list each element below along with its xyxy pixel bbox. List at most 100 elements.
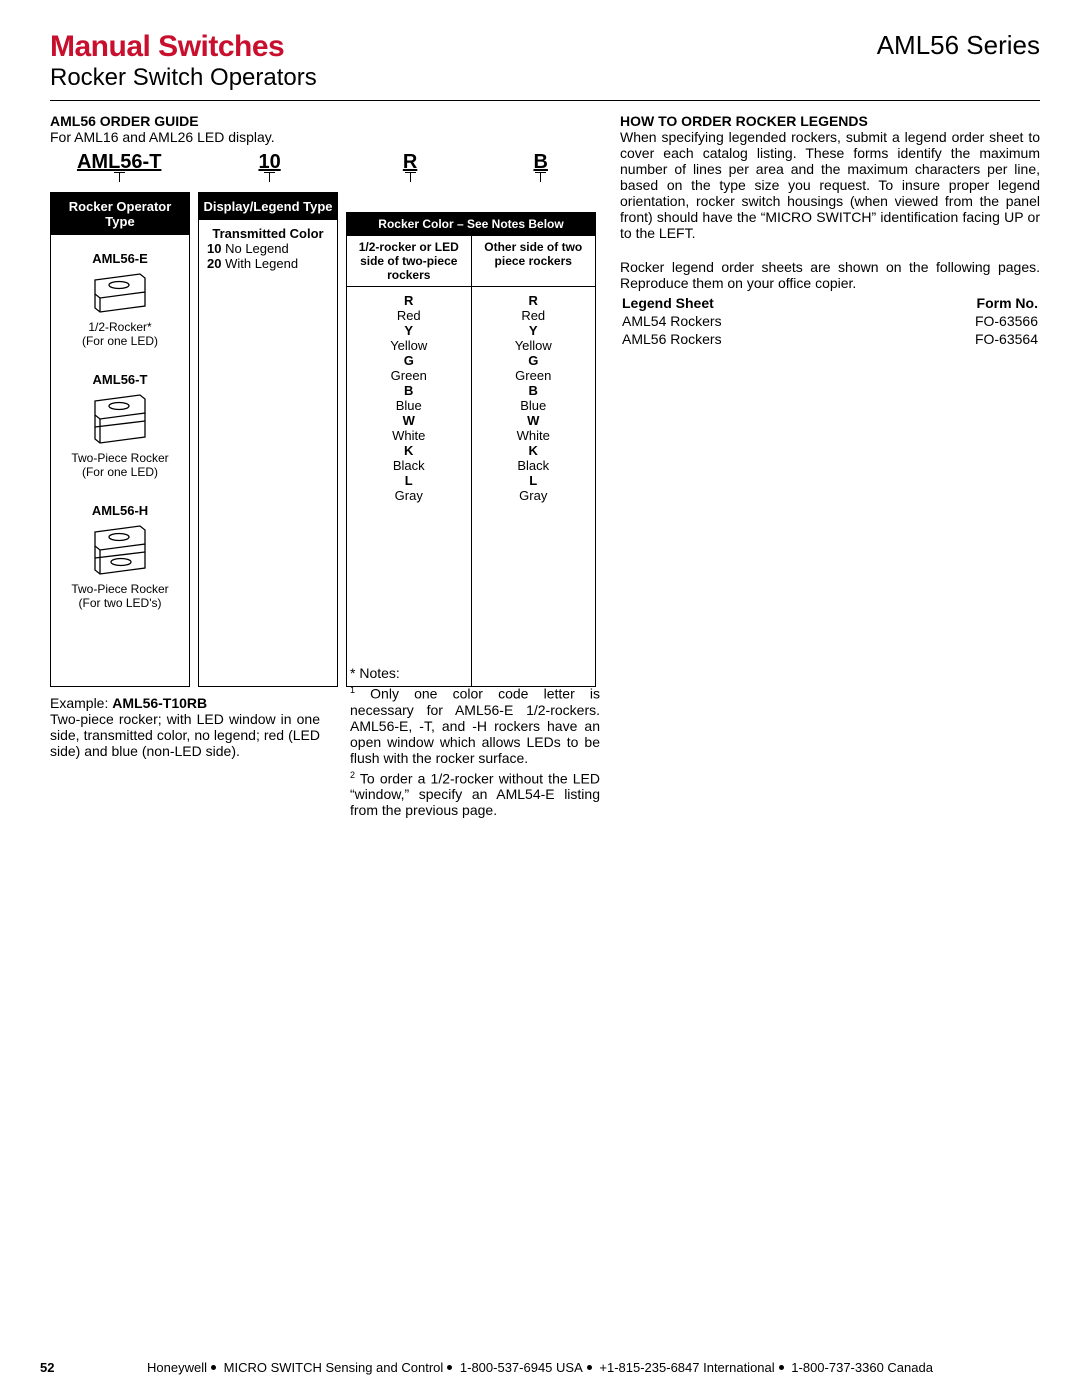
color-card: Rocker Color – See Notes Below 1/2-rocke…: [346, 212, 596, 687]
part-number-row: AML56-T 10 R B: [50, 151, 600, 186]
notes-block: * Notes: 1 Only one color code letter is…: [350, 665, 600, 818]
dot-icon: [447, 1365, 452, 1370]
color-name: Green: [474, 368, 594, 383]
rocker-operator-card: Rocker Operator Type AML56-E 1/2: [50, 192, 190, 687]
pn-part-2: 10: [258, 151, 280, 173]
footer-text: Honeywell: [147, 1360, 207, 1375]
pn-part-1: AML56-T: [77, 151, 161, 173]
series-title: AML56 Series: [877, 30, 1040, 61]
rocker-item-desc: 1/2-Rocker*: [55, 320, 185, 334]
color-code: R: [474, 293, 594, 308]
color-name: Green: [349, 368, 469, 383]
rocker-item: AML56-E 1/2-Rocker* (For one LED): [55, 251, 185, 348]
color-name: Gray: [474, 488, 594, 503]
subtitle: Rocker Switch Operators: [50, 64, 317, 92]
pn-part-4: B: [533, 151, 547, 173]
color-sub-1: 1/2-rocker or LED side of two-piece rock…: [346, 236, 472, 287]
color-name: Red: [474, 308, 594, 323]
color-code: B: [349, 383, 469, 398]
tick-icon: [269, 172, 270, 182]
color-name: Black: [474, 458, 594, 473]
color-name: White: [474, 428, 594, 443]
display-card-header: Display/Legend Type: [199, 193, 337, 220]
rocker-half-icon: [85, 270, 155, 316]
rocker-item-desc: (For two LED's): [55, 596, 185, 610]
footer-text: 1-800-737-3360 Canada: [791, 1360, 933, 1375]
dot-icon: [587, 1365, 592, 1370]
tick-icon: [410, 172, 411, 182]
dot-icon: [779, 1365, 784, 1370]
title-main: Manual Switches: [50, 30, 317, 64]
order-guide-intro: For AML16 and AML26 LED display.: [50, 129, 600, 145]
table-row: Legend SheetForm No.: [622, 295, 1038, 311]
rocker-item-desc: (For one LED): [55, 334, 185, 348]
rocker-item-name: AML56-E: [55, 251, 185, 266]
right-para-2: Rocker legend order sheets are shown on …: [620, 259, 1040, 291]
rocker-card-header: Rocker Operator Type: [51, 193, 189, 235]
right-heading: HOW TO ORDER ROCKER LEGENDS: [620, 113, 1040, 129]
rocker-two-led-icon: [85, 522, 155, 578]
color-code: L: [349, 473, 469, 488]
display-line: 20 With Legend: [207, 256, 329, 271]
footer-text: +1-815-235-6847 International: [599, 1360, 774, 1375]
rocker-item-desc: Two-Piece Rocker: [55, 582, 185, 596]
left-column: AML56 ORDER GUIDE For AML16 and AML26 LE…: [50, 113, 600, 822]
example-text: Two-piece rocker; with LED window in one…: [50, 711, 320, 759]
color-code: K: [474, 443, 594, 458]
table-row: AML56 RockersFO-63564: [622, 331, 1038, 347]
color-code: G: [349, 353, 469, 368]
legend-sheet-table: Legend SheetForm No. AML54 RockersFO-635…: [620, 293, 1040, 349]
color-name: Yellow: [474, 338, 594, 353]
rocker-item-name: AML56-T: [55, 372, 185, 387]
color-name: Blue: [349, 398, 469, 413]
header-rule: [50, 100, 1040, 101]
color-code: L: [474, 473, 594, 488]
tick-icon: [540, 172, 541, 182]
display-line: 10 No Legend: [207, 241, 329, 256]
rocker-item-desc: (For one LED): [55, 465, 185, 479]
footer-text: MICRO SWITCH Sensing and Control: [224, 1360, 444, 1375]
color-card-header: Rocker Color – See Notes Below: [346, 212, 596, 236]
color-sub-2: Other side of two piece rockers: [472, 236, 597, 287]
color-code: Y: [349, 323, 469, 338]
page-number: 52: [40, 1360, 54, 1375]
example-code: AML56-T10RB: [112, 695, 207, 711]
color-body-2: RRedYYellowGGreenBBlueWWhiteKBlackLGray: [472, 287, 597, 687]
example-block: Example: AML56-T10RB Two-piece rocker; w…: [50, 695, 320, 759]
color-code: B: [474, 383, 594, 398]
order-guide-label: AML56 ORDER GUIDE: [50, 113, 600, 129]
color-code: W: [349, 413, 469, 428]
right-column: HOW TO ORDER ROCKER LEGENDS When specify…: [620, 113, 1040, 822]
rocker-item-desc: Two-Piece Rocker: [55, 451, 185, 465]
display-legend-card: Display/Legend Type Transmitted Color 10…: [198, 192, 338, 687]
tick-icon: [119, 172, 120, 182]
page-header: Manual Switches Rocker Switch Operators …: [50, 30, 1040, 92]
color-name: White: [349, 428, 469, 443]
color-name: Gray: [349, 488, 469, 503]
rocker-two-piece-icon: [85, 391, 155, 447]
right-para-1: When specifying legended rockers, submit…: [620, 129, 1040, 241]
rocker-item-name: AML56-H: [55, 503, 185, 518]
table-row: AML54 RockersFO-63566: [622, 313, 1038, 329]
rocker-item: AML56-T Two-Piece Rocker (For one L: [55, 372, 185, 479]
cards-row: Rocker Operator Type AML56-E 1/2: [50, 192, 600, 687]
color-code: R: [349, 293, 469, 308]
content: AML56 ORDER GUIDE For AML16 and AML26 LE…: [50, 113, 1040, 822]
color-body-1: RRedYYellowGGreenBBlueWWhiteKBlackLGray: [346, 287, 472, 687]
dot-icon: [211, 1365, 216, 1370]
color-name: Yellow: [349, 338, 469, 353]
color-name: Black: [349, 458, 469, 473]
note-2: 2 To order a 1/2-rocker without the LED …: [350, 770, 600, 819]
display-line: Transmitted Color: [207, 226, 329, 241]
rocker-item: AML56-H Two-Piece Rocker: [55, 503, 185, 610]
color-code: W: [474, 413, 594, 428]
note-1: 1 Only one color code letter is necessar…: [350, 685, 600, 766]
page-footer: 52 Honeywell MICRO SWITCH Sensing and Co…: [0, 1360, 1080, 1375]
color-name: Blue: [474, 398, 594, 413]
color-code: G: [474, 353, 594, 368]
color-code: K: [349, 443, 469, 458]
color-name: Red: [349, 308, 469, 323]
footer-text: 1-800-537-6945 USA: [460, 1360, 583, 1375]
pn-part-3: R: [403, 151, 417, 173]
color-code: Y: [474, 323, 594, 338]
